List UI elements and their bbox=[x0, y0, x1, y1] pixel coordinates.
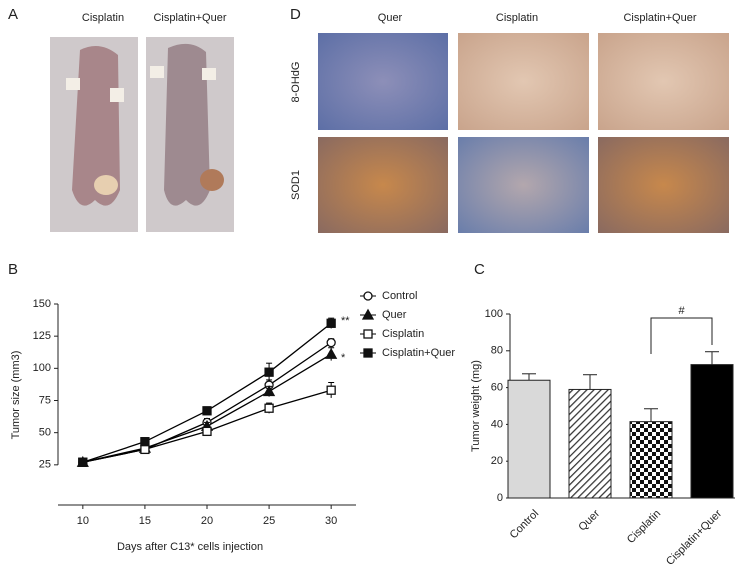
bar bbox=[507, 379, 551, 499]
x-tick-label: Control bbox=[508, 508, 542, 542]
stain-image bbox=[318, 137, 448, 233]
significance-bracket bbox=[650, 317, 713, 354]
x-tick-label: 30 bbox=[325, 515, 337, 527]
column-label: Quer bbox=[378, 12, 403, 24]
marker bbox=[202, 426, 212, 437]
row-label: 8-OHdG bbox=[290, 62, 302, 103]
annotation: # bbox=[678, 305, 685, 317]
y-tick-label: 40 bbox=[491, 418, 503, 430]
bar bbox=[690, 364, 734, 499]
marker bbox=[325, 347, 338, 359]
marker bbox=[78, 457, 88, 467]
mouse-photo bbox=[50, 37, 138, 232]
marker bbox=[140, 437, 150, 447]
y-tick-label: 80 bbox=[491, 345, 503, 357]
marker bbox=[264, 403, 274, 413]
marker bbox=[264, 367, 274, 377]
y-tick-label: 100 bbox=[33, 362, 51, 374]
y-tick-label: 20 bbox=[491, 455, 503, 467]
y-tick-label: 50 bbox=[39, 427, 51, 439]
panel-label: D bbox=[290, 6, 301, 23]
panel-label: C bbox=[474, 261, 485, 278]
marker bbox=[262, 385, 276, 397]
marker bbox=[202, 406, 212, 416]
x-axis-title: Days after C13* cells injection bbox=[117, 541, 263, 553]
stain-image bbox=[458, 33, 589, 130]
stain-image bbox=[598, 137, 729, 233]
annotation: * bbox=[341, 352, 346, 364]
column-label: Cisplatin bbox=[496, 12, 538, 24]
legend-label: Cisplatin+Quer bbox=[382, 347, 455, 359]
stain-image bbox=[598, 33, 729, 130]
y-axis-title: Tumor weight (mg) bbox=[470, 360, 482, 452]
column-label: Cisplatin bbox=[82, 12, 124, 24]
bar bbox=[568, 388, 612, 499]
legend-marker bbox=[363, 291, 373, 301]
marker bbox=[326, 385, 336, 395]
marker bbox=[140, 444, 150, 455]
annotation: ** bbox=[341, 315, 350, 327]
legend-marker bbox=[363, 329, 373, 339]
y-tick-label: 100 bbox=[485, 308, 503, 320]
column-label: Cisplatin+Quer bbox=[153, 12, 226, 24]
y-tick-label: 75 bbox=[39, 394, 51, 406]
marker bbox=[326, 337, 336, 348]
series-line bbox=[82, 322, 332, 463]
bar bbox=[629, 421, 673, 499]
legend-marker bbox=[361, 308, 375, 320]
series-line bbox=[82, 342, 332, 463]
legend-label: Control bbox=[382, 290, 417, 302]
y-tick-label: 150 bbox=[33, 298, 51, 310]
y-tick-label: 0 bbox=[497, 492, 503, 504]
x-tick-label: Cisplatin+Quer bbox=[664, 507, 724, 567]
legend-marker bbox=[363, 348, 373, 358]
stain-image bbox=[318, 33, 448, 130]
y-tick-label: 125 bbox=[33, 330, 51, 342]
stain-image bbox=[458, 137, 589, 233]
legend-label: Quer bbox=[382, 309, 407, 321]
y-tick-label: 60 bbox=[491, 382, 503, 394]
x-tick-label: 15 bbox=[139, 515, 151, 527]
x-tick-label: Cisplatin bbox=[625, 508, 663, 546]
y-axis-title: Tumor size (mm3) bbox=[10, 351, 22, 440]
x-tick-label: 20 bbox=[201, 515, 213, 527]
y-tick-label: 25 bbox=[39, 459, 51, 471]
panel-label: B bbox=[8, 261, 18, 278]
legend-label: Cisplatin bbox=[382, 328, 424, 340]
marker bbox=[326, 318, 336, 328]
x-tick-label: 10 bbox=[77, 515, 89, 527]
x-tick-label: Quer bbox=[576, 507, 602, 533]
column-label: Cisplatin+Quer bbox=[623, 12, 696, 24]
row-label: SOD1 bbox=[290, 170, 302, 200]
x-tick-label: 25 bbox=[263, 515, 275, 527]
panel-label: A bbox=[8, 6, 18, 23]
mouse-photo bbox=[146, 37, 234, 232]
